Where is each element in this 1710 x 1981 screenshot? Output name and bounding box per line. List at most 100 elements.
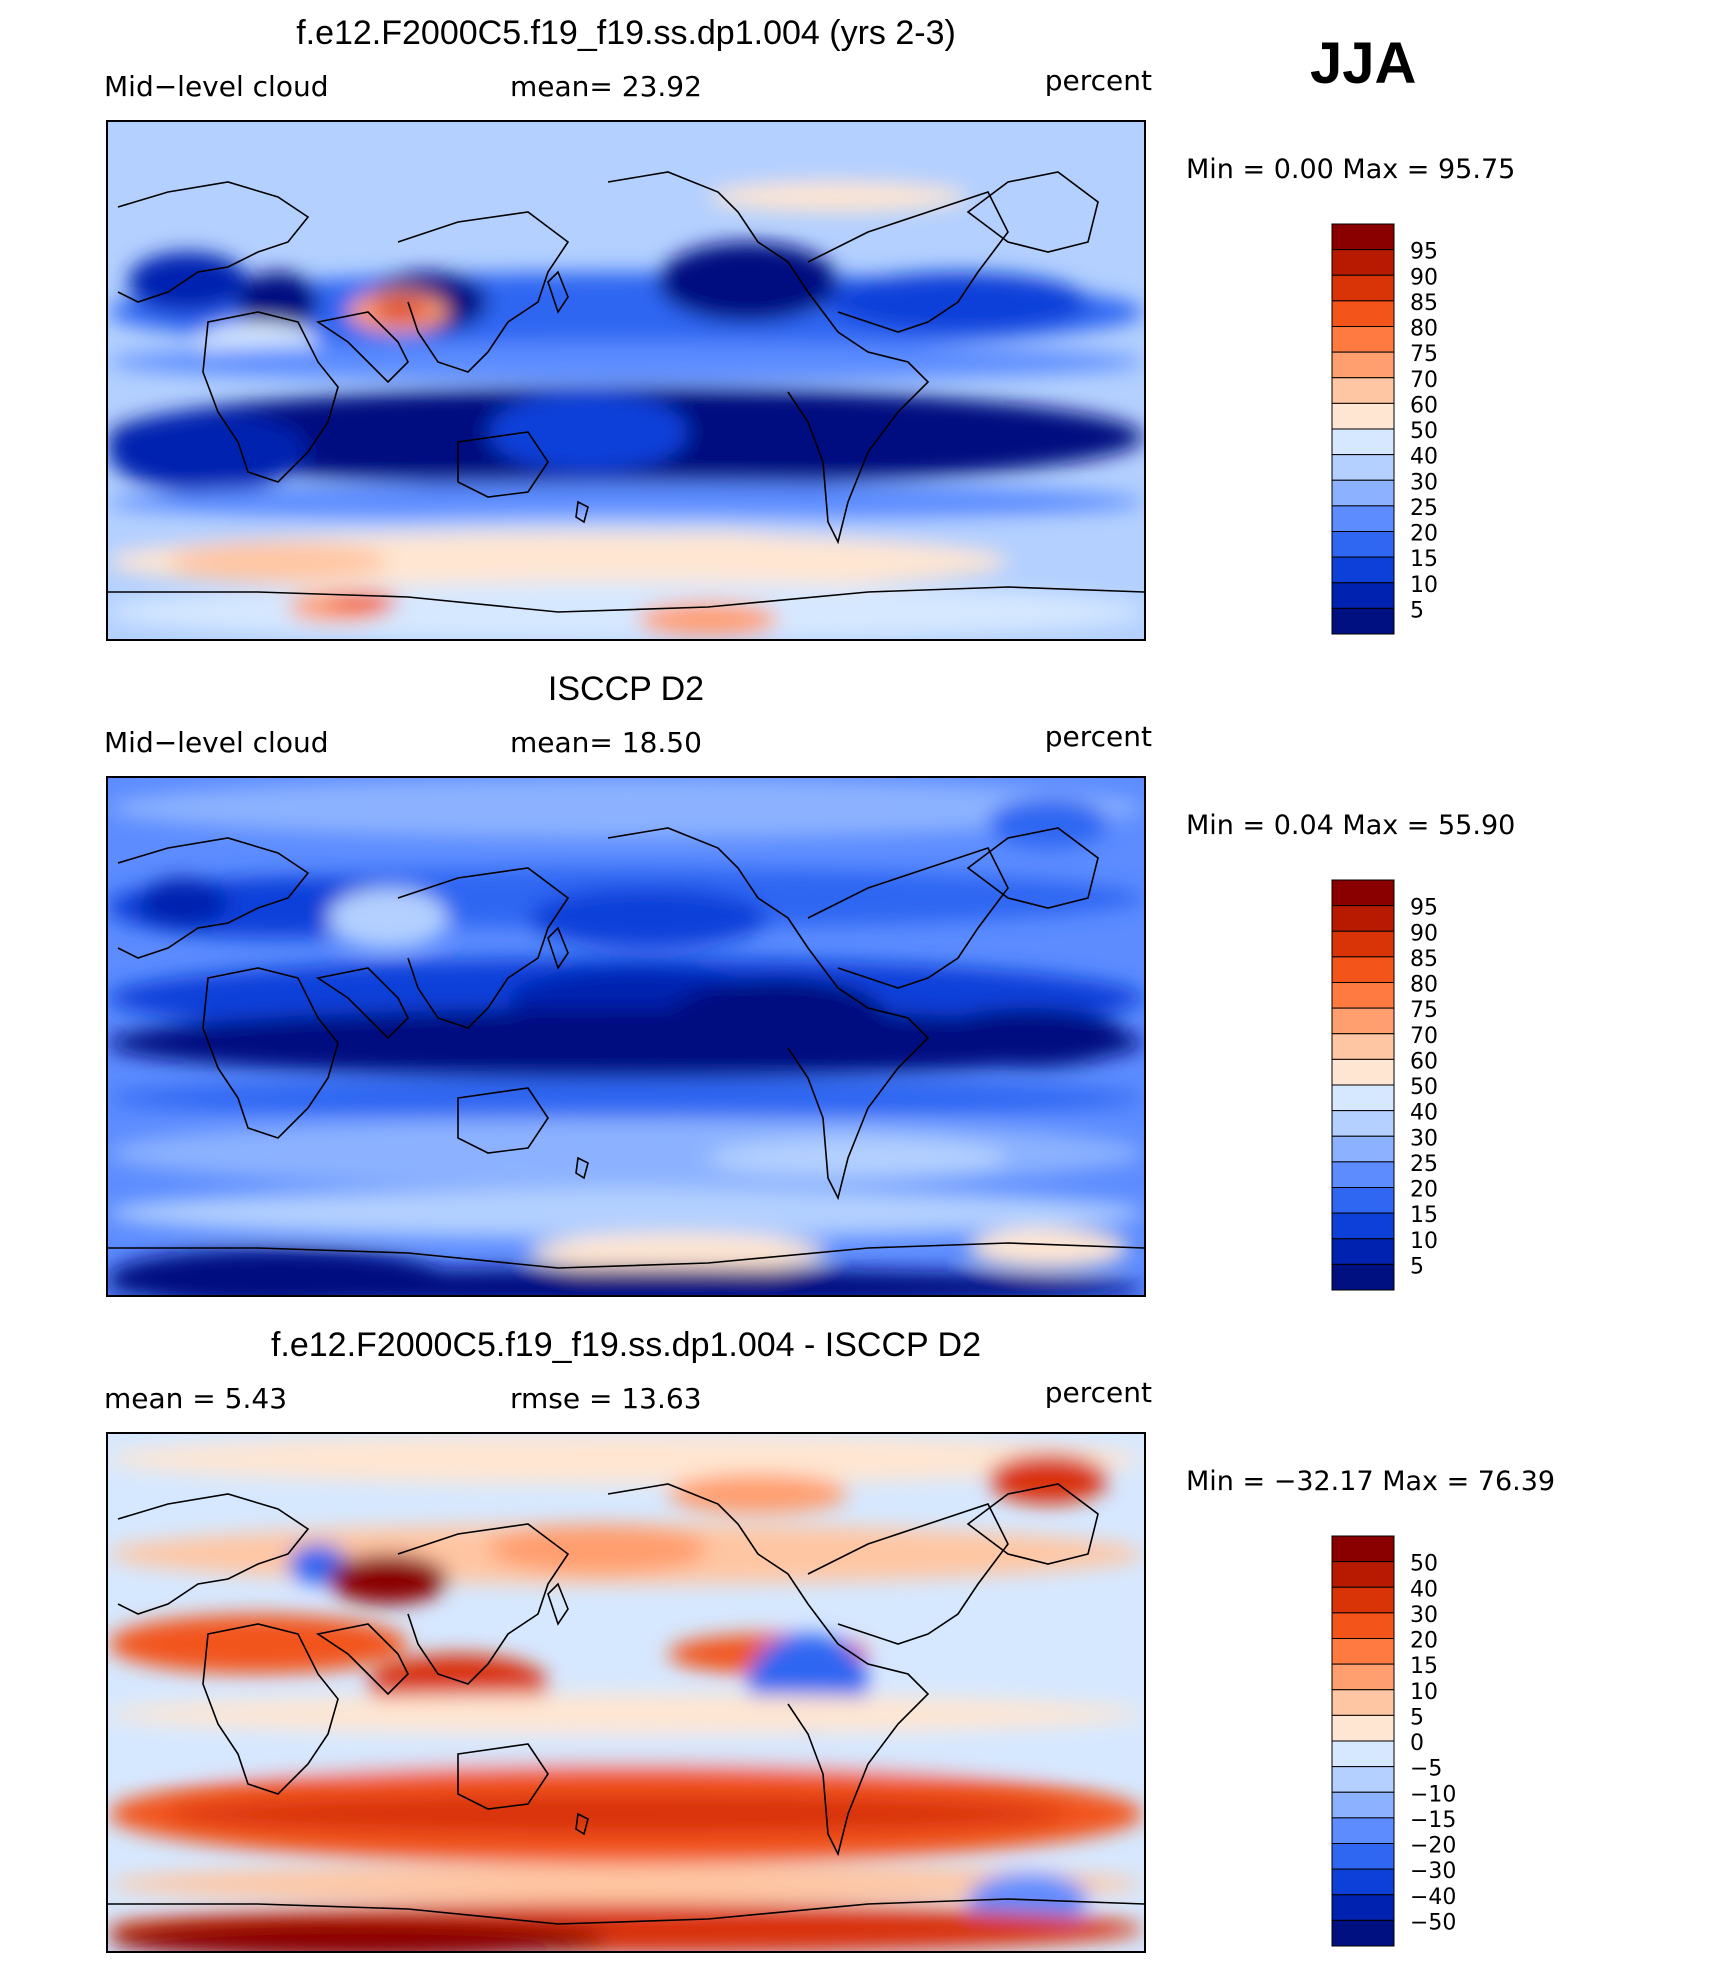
mean-label: mean = 5.43 xyxy=(104,1382,288,1415)
colorbar-swatch xyxy=(1331,1135,1395,1163)
colorbar-level-label: 70 xyxy=(1410,368,1438,393)
contour-region xyxy=(988,1454,1108,1504)
colorbar-level-label: 30 xyxy=(1410,1126,1438,1151)
colorbar-level-label: −50 xyxy=(1410,1910,1456,1935)
contour-region xyxy=(108,1268,1144,1295)
colorbar-level-label: −20 xyxy=(1410,1834,1456,1859)
coastline xyxy=(315,967,409,1040)
contour-region xyxy=(108,482,1144,522)
units-label: percent xyxy=(1044,1376,1152,1409)
colorbar-swatch xyxy=(1331,1058,1395,1086)
coastline xyxy=(575,500,589,524)
colorbar-swatch xyxy=(1331,1817,1395,1844)
colorbar-level-label: 5 xyxy=(1410,1254,1424,1279)
contour-region xyxy=(488,392,688,472)
contour-map xyxy=(106,120,1146,641)
colorbar-swatch xyxy=(1331,879,1395,907)
map-svg xyxy=(108,778,1144,1295)
colorbar-level-label: −15 xyxy=(1410,1808,1456,1833)
contour-region xyxy=(108,342,1144,382)
coastline xyxy=(547,926,569,970)
coastline xyxy=(315,311,409,384)
coastline xyxy=(117,837,310,959)
contour-region xyxy=(108,1919,608,1951)
contour-region xyxy=(108,1694,1144,1734)
coastline xyxy=(547,1582,569,1626)
coastline xyxy=(607,171,930,545)
contour-region xyxy=(708,182,968,212)
map-svg xyxy=(108,122,1144,639)
contour-region xyxy=(108,1188,1144,1238)
contour-region xyxy=(658,242,838,322)
contour-region xyxy=(528,888,768,948)
colorbar-swatch xyxy=(1331,351,1395,379)
colorbar-swatch xyxy=(1331,274,1395,302)
colorbar-level-label: 70 xyxy=(1410,1024,1438,1049)
panel-title: f.e12.F2000C5.f19_f19.ss.dp1.004 (yrs 2-… xyxy=(296,14,956,52)
colorbar-level-label: 5 xyxy=(1410,598,1424,623)
colorbar-swatch xyxy=(1331,223,1395,251)
colorbar-level-label: 10 xyxy=(1410,1680,1438,1705)
colorbar-level-label: 30 xyxy=(1410,1603,1438,1628)
colorbar-swatch xyxy=(1331,930,1395,958)
colorbar-level-label: 50 xyxy=(1410,419,1438,444)
panel-observation: ISCCP D2 Mid−level cloud mean= 18.50 per… xyxy=(0,670,1710,1325)
coastline xyxy=(807,847,1009,989)
contour-region xyxy=(108,1078,1144,1118)
colorbar-swatch xyxy=(1331,956,1395,983)
contour-region xyxy=(108,1734,1144,1774)
colorbar-swatch xyxy=(1331,326,1395,353)
coastline xyxy=(807,191,1009,333)
colorbar-swatch xyxy=(1331,1638,1395,1665)
colorbar-swatch xyxy=(1331,1033,1395,1060)
contour-region xyxy=(138,878,228,928)
colorbar-level-label: 20 xyxy=(1410,1178,1438,1203)
colorbar-swatch xyxy=(1331,1791,1395,1819)
colorbar-swatch xyxy=(1331,1714,1395,1742)
contour-region xyxy=(328,1554,448,1604)
colorbar-level-label: 50 xyxy=(1410,1552,1438,1577)
colorbar-level-label: 60 xyxy=(1410,393,1438,418)
contour-map xyxy=(106,776,1146,1297)
panel-model: f.e12.F2000C5.f19_f19.ss.dp1.004 (yrs 2-… xyxy=(0,14,1710,669)
coastline xyxy=(575,1156,589,1180)
contour-region xyxy=(108,412,308,492)
colorbar-level-label: 20 xyxy=(1410,522,1438,547)
contour-region xyxy=(668,978,888,1058)
colorbar-level-label: 15 xyxy=(1410,1654,1438,1679)
colorbar-level-label: 75 xyxy=(1410,342,1438,367)
colorbar-level-label: 15 xyxy=(1410,1203,1438,1228)
coastline xyxy=(202,967,339,1139)
colorbar: 95 90 85 80 75 70 60 50 40 30 25 20 15 10 5 xyxy=(1331,223,1438,635)
contour-region xyxy=(638,602,778,637)
contour-region xyxy=(108,1864,1144,1904)
contour-region xyxy=(668,1474,848,1514)
colorbar-level-label: 95 xyxy=(1410,240,1438,265)
colorbar-level-label: 90 xyxy=(1410,265,1438,290)
coastline xyxy=(202,1623,339,1795)
contour-region xyxy=(328,888,448,948)
colorbar-swatch xyxy=(1331,1586,1395,1614)
colorbar-level-label: 80 xyxy=(1410,973,1438,998)
colorbar-swatch xyxy=(1331,402,1395,430)
contour-region xyxy=(488,1524,708,1574)
coastline xyxy=(807,1503,1009,1645)
coastline xyxy=(108,1242,1144,1269)
mean-label: mean= 23.92 xyxy=(510,70,702,103)
colorbar-swatch xyxy=(1331,1110,1395,1137)
units-label: percent xyxy=(1044,64,1152,97)
coastline xyxy=(457,431,549,498)
colorbar-swatch xyxy=(1331,1212,1395,1240)
contour-map xyxy=(106,1432,1146,1953)
mean-label: mean= 18.50 xyxy=(510,726,702,759)
contour-region xyxy=(328,592,398,612)
colorbar-swatch xyxy=(1331,905,1395,932)
colorbar-swatch xyxy=(1331,1689,1395,1716)
colorbar-level-label: 10 xyxy=(1410,1229,1438,1254)
contour-region xyxy=(108,778,1144,838)
colorbar-swatch xyxy=(1331,1007,1395,1035)
colorbar-swatch xyxy=(1331,479,1395,507)
colorbar-swatch xyxy=(1331,1740,1395,1768)
contour-region xyxy=(108,1614,408,1674)
